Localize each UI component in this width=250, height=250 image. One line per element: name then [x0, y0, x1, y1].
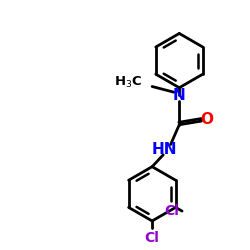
Text: Cl: Cl [145, 231, 160, 245]
Text: Cl: Cl [165, 204, 180, 218]
Text: H$_3$C: H$_3$C [114, 75, 142, 90]
Text: N: N [173, 88, 186, 103]
Text: O: O [200, 112, 213, 127]
Text: HN: HN [152, 142, 177, 157]
